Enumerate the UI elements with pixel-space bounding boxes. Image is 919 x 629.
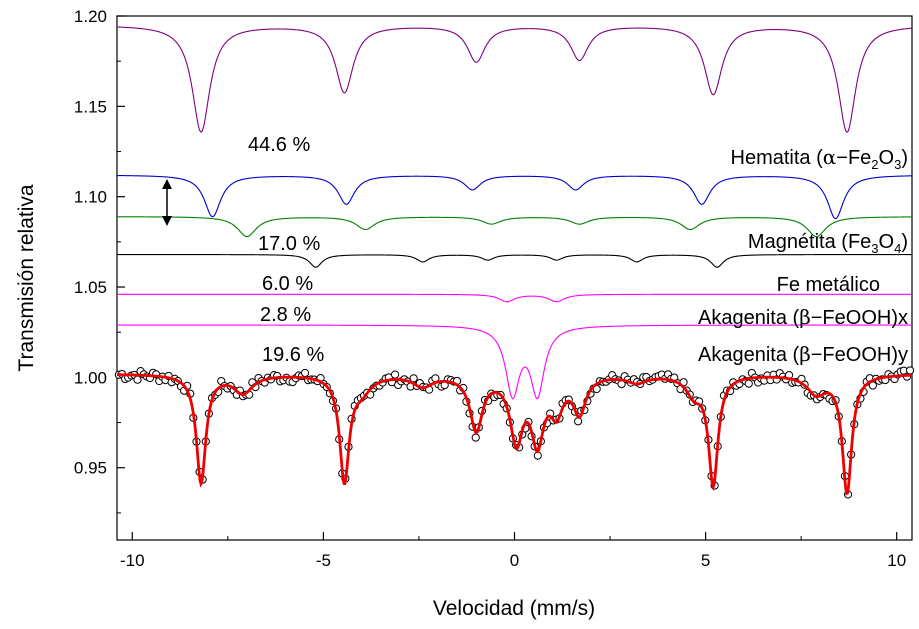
- x-axis-title: Velocidad (mm/s): [433, 597, 595, 620]
- fit-curve: [116, 373, 913, 496]
- data-point: [300, 368, 310, 378]
- series-line-hematita: [116, 26, 913, 133]
- x-tick-label: 0: [510, 551, 519, 570]
- y-tick-label: 1.00: [74, 368, 107, 387]
- x-tick-label: -10: [120, 551, 145, 570]
- data-point: [905, 366, 915, 375]
- series-line-akagenita_x: [117, 293, 912, 303]
- series-line-magnetita_b: [117, 216, 912, 238]
- x-tick-label: 5: [701, 551, 710, 570]
- y-axis-title: Transmisión relativa: [15, 184, 38, 371]
- y-axis-ticks: 0.95 1.00 1.05 1.10 1.15 1.20: [74, 7, 125, 514]
- data-point: [471, 433, 480, 442]
- y-tick-label: 0.95: [74, 459, 107, 478]
- x-tick-label: 10: [887, 551, 906, 570]
- data-point: [133, 375, 142, 384]
- annotation-fe-label: Fe metálico: [777, 274, 880, 296]
- data-point: [409, 374, 418, 383]
- x-axis-ticks: -10 -5 0 5 10: [120, 532, 906, 570]
- x-tick-label: -5: [316, 551, 331, 570]
- annotation-akagenita-y-label: Akagenita (β−FeOOH)y: [698, 342, 908, 366]
- annotation-akagenita-x-label: Akagenita (β−FeOOH)x: [698, 305, 908, 329]
- y-tick-label: 1.10: [74, 188, 107, 207]
- y-tick-label: 1.05: [74, 278, 107, 297]
- data-point: [574, 417, 583, 426]
- y-tick-label: 1.20: [74, 7, 107, 26]
- series-line-akagenita_y: [117, 324, 912, 400]
- data-point: [390, 370, 400, 379]
- fit-layer: [116, 373, 913, 496]
- series-line-magnetita_a: [116, 174, 913, 220]
- annotation-fe-percent: 6.0 %: [262, 273, 313, 295]
- annotation-magnetita-percent: 17.0 %: [258, 233, 320, 255]
- data-points-layer: [114, 366, 915, 499]
- double-arrow-icon: [162, 179, 172, 226]
- annotation-akagenita-x-percent: 2.8 %: [260, 304, 311, 326]
- annotation-magnetita-label: Magnétita (Fe3O4): [748, 231, 908, 256]
- series-layer: [116, 26, 913, 400]
- series-line-fe_metalico: [117, 253, 912, 268]
- y-tick-label: 1.15: [74, 97, 107, 116]
- annotation-hematita-percent: 44.6 %: [248, 134, 310, 156]
- annotation-akagenita-y-percent: 19.6 %: [262, 344, 324, 366]
- annotation-hematita-label: Hematita (α−Fe2O3): [731, 145, 909, 172]
- data-point: [744, 379, 753, 388]
